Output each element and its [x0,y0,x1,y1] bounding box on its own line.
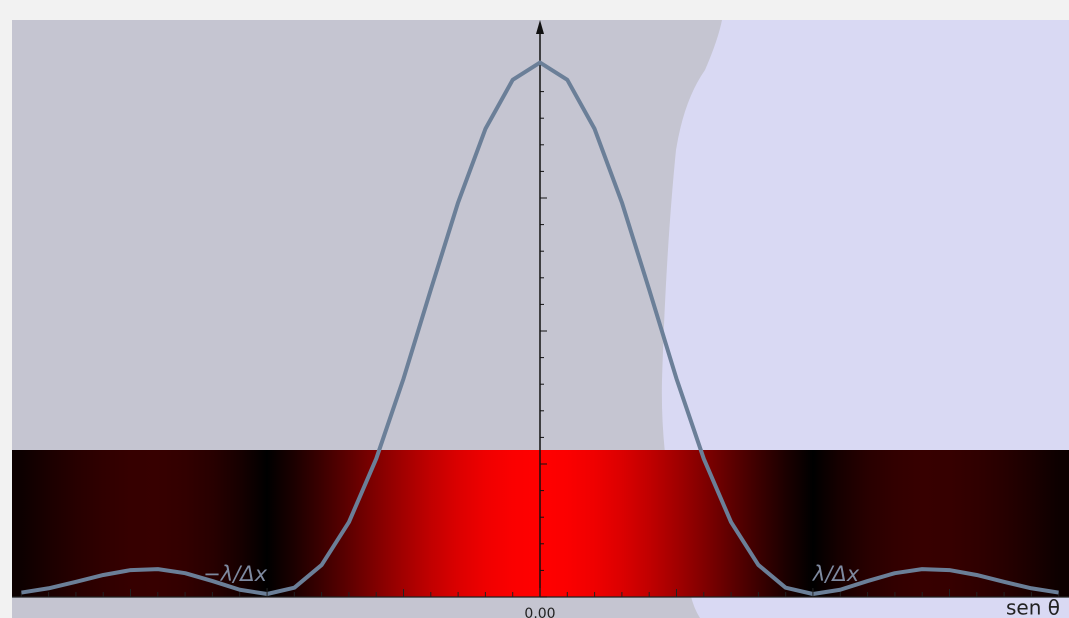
x-tick-label: λ/Δx [812,562,860,586]
chart: −λ/Δx 0.00 λ/Δx sen θ [0,0,1069,618]
page: {"chart_data": {"type": "line", "x_label… [0,0,1069,618]
x-tick-label: 0.00 [524,606,555,618]
x-tick-label: −λ/Δx [203,562,267,586]
x-axis-label: sen θ [1006,596,1060,618]
